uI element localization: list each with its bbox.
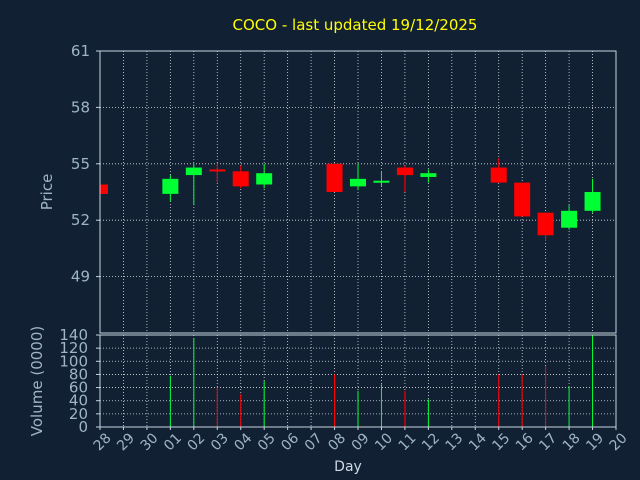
candle — [162, 175, 179, 202]
x-axis-label: Day — [334, 459, 362, 475]
x-tick-label: 06 — [278, 430, 302, 454]
x-tick-label: 14 — [466, 430, 490, 454]
candle — [350, 163, 366, 191]
candle — [561, 205, 578, 230]
x-tick-label: 20 — [607, 430, 631, 454]
volume-tick-label: 0 — [78, 418, 88, 436]
candle-body — [209, 169, 226, 172]
x-tick-label: 05 — [255, 430, 279, 454]
candle — [256, 163, 273, 189]
candle — [232, 165, 249, 189]
x-tick-label: 04 — [231, 430, 255, 454]
candles — [99, 158, 601, 241]
volume-tick-label: 40 — [69, 392, 88, 410]
x-tick-label: 15 — [489, 430, 513, 454]
price-axis-label: Price — [38, 174, 56, 211]
volume-tick-label: 140 — [59, 326, 88, 344]
candle-body — [514, 182, 531, 217]
candle-body — [396, 167, 413, 176]
x-tick-label: 30 — [138, 430, 162, 454]
x-tick-label: 29 — [114, 430, 138, 454]
candle — [584, 178, 601, 213]
volume-tick-label: 60 — [69, 379, 88, 397]
candle — [326, 163, 343, 192]
x-tick-label: 09 — [349, 430, 373, 454]
candle-body — [100, 184, 108, 194]
volume-tick-label: 80 — [69, 365, 88, 383]
candle — [396, 165, 413, 192]
x-tick-label: 11 — [396, 430, 420, 454]
price-panel-frame — [99, 50, 617, 334]
candle-body — [185, 167, 202, 176]
axes: 28 29 30 01 02 03 04 05 06 07 08 09 10 11 12 13 14 15 16 17… — [59, 42, 630, 454]
x-tick-label: 17 — [536, 430, 560, 454]
price-tick-label: 52 — [71, 211, 90, 229]
price-tick-label: 61 — [71, 42, 90, 60]
candle-body — [326, 163, 343, 192]
x-tick-label: 03 — [208, 430, 232, 454]
chart-title: COCO - last updated 19/12/2025 — [233, 16, 478, 34]
x-tick-label: 02 — [185, 430, 209, 454]
volume-bars — [169, 335, 594, 427]
candle-body — [350, 178, 366, 187]
candle — [185, 163, 202, 206]
candle-body — [490, 167, 507, 183]
volume-tick-label: 120 — [59, 339, 88, 357]
candle — [373, 171, 390, 187]
candle-body — [373, 180, 390, 183]
volume-tick-label: 100 — [59, 352, 88, 370]
candle — [514, 182, 531, 217]
candle-body — [256, 173, 273, 185]
x-tick-label: 01 — [161, 430, 185, 454]
x-tick-label: 13 — [443, 430, 467, 454]
x-tick-label: 12 — [419, 430, 443, 454]
price-tick-label: 49 — [71, 268, 90, 286]
price-tick-label: 55 — [71, 155, 90, 173]
x-tick-label: 19 — [583, 430, 607, 454]
x-tick-label: 07 — [302, 430, 326, 454]
candle-body — [561, 210, 578, 228]
candle — [490, 158, 507, 183]
candle-body — [162, 178, 179, 194]
volume-tick-label: 20 — [69, 405, 88, 423]
x-tick-label: 10 — [372, 430, 396, 454]
x-tick-label: 16 — [513, 430, 537, 454]
candle-body — [584, 192, 601, 211]
candle-body — [537, 212, 554, 236]
candle — [209, 163, 226, 183]
candle-body — [232, 171, 249, 187]
x-tick-label: 18 — [560, 430, 584, 454]
candle — [99, 184, 108, 194]
candle — [420, 169, 437, 183]
x-tick-label: 08 — [325, 430, 349, 454]
price-tick-label: 58 — [71, 98, 90, 116]
volume-axis-label: Volume (0000) — [28, 326, 46, 436]
x-tick-label: 28 — [91, 430, 115, 454]
candle-body — [420, 173, 437, 177]
candle — [537, 212, 554, 241]
